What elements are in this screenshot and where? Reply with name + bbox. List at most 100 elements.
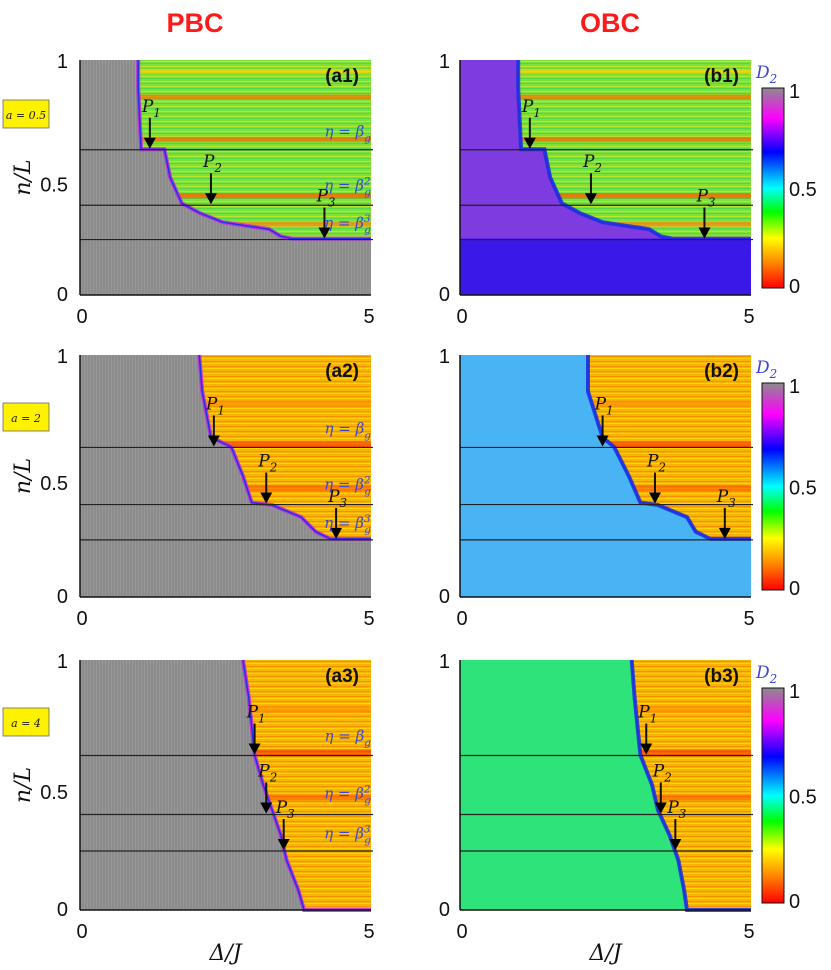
panel-a2: P1 P2 P3 η = βg η = β2 g η = β3 g (a2) 1 0 0.5n/L a … — [2, 346, 375, 630]
eta-label-1: η = βg — [325, 420, 372, 442]
marker-arrow-head — [277, 839, 290, 850]
heatmap-region-low — [460, 355, 751, 597]
marker-label-p2: P2 — [257, 452, 277, 475]
panel-a1: P1 P2 P3 η = βg η = β2 g η = β3 g (a1) 1 0 0.5n/L a … — [2, 51, 375, 328]
xtick-5: 5 — [743, 921, 754, 943]
marker-arrow-head — [248, 743, 261, 755]
marker-arrow-head — [584, 193, 597, 205]
row-badge-label: a = 0.5 — [6, 109, 46, 122]
xtick-5: 5 — [743, 608, 754, 630]
marker-arrow-head — [318, 227, 331, 239]
colorbar-tick-0: 0 — [789, 276, 800, 298]
marker-arrow-head — [698, 227, 711, 239]
marker-label-p3: P3 — [666, 798, 686, 821]
marker-label-p3: P3 — [275, 798, 295, 821]
ytick-0: 0 — [57, 586, 68, 608]
heatmap-streak — [80, 193, 371, 199]
xtick-5: 5 — [363, 306, 374, 328]
marker-label-p3: P3 — [327, 487, 347, 510]
heatmap-streak — [460, 94, 751, 100]
marker-label-p3: P3 — [315, 187, 335, 210]
ytick-half: 0.5 — [40, 473, 68, 495]
marker-label-p1: P1 — [521, 97, 541, 120]
x-axis-label: Δ/J — [588, 941, 622, 966]
xtick-0: 0 — [76, 921, 87, 943]
xtick-0: 0 — [456, 608, 467, 630]
colorbar-label: D2 — [755, 63, 777, 86]
eta-label-2: η = β2 g — [324, 176, 371, 199]
colorbar-tick-half: 0.5 — [789, 179, 817, 201]
heatmap-streak — [460, 68, 751, 74]
marker-arrow-head — [654, 802, 667, 814]
marker-arrow-head — [260, 492, 273, 504]
heatmap-streak — [80, 136, 371, 142]
colorbar-tick-half: 0.5 — [789, 787, 817, 809]
heatmap-region-bottom — [460, 238, 751, 295]
heatmap-streak — [80, 68, 371, 74]
marker-label-p2: P2 — [202, 152, 222, 175]
xtick-0: 0 — [76, 306, 87, 328]
xtick-0: 0 — [76, 608, 87, 630]
colorbar-tick-1: 1 — [789, 376, 800, 398]
marker-arrow-head — [260, 802, 273, 814]
panel-label-a3: (a3) — [325, 666, 359, 687]
marker-arrow-head — [204, 193, 217, 205]
marker-arrow-head — [143, 137, 156, 149]
row-badge — [2, 99, 50, 129]
eta-label-2: η = β2 g — [324, 474, 371, 497]
row-badge — [2, 707, 50, 737]
colorbar-tick-0: 0 — [789, 891, 800, 913]
colorbar — [761, 382, 785, 591]
marker-label-p2: P2 — [257, 762, 277, 785]
marker-label-p1: P1 — [246, 703, 266, 726]
ytick-1: 1 — [439, 51, 450, 73]
ytick-0: 0 — [439, 586, 450, 608]
ytick-0: 0 — [439, 284, 450, 306]
phase-boundary-edge — [517, 60, 751, 240]
row-badge-label: a = 2 — [11, 412, 41, 425]
ytick-1: 1 — [439, 346, 450, 368]
eta-label-2: η = β2 g — [324, 784, 371, 807]
eta-label-3: η = β3 g — [324, 213, 371, 236]
marker-label-p2: P2 — [652, 762, 672, 785]
x-axis-label: Δ/J — [208, 941, 242, 966]
marker-label-p2: P2 — [582, 152, 602, 175]
column-title-obc: OBC — [580, 8, 640, 38]
heatmap-streak — [460, 136, 751, 142]
ytick-half: 0.5 — [40, 175, 68, 197]
phase-boundary-edge — [242, 659, 371, 911]
heatmap-region-low — [80, 355, 371, 597]
xtick-0: 0 — [456, 921, 467, 943]
ytick-1: 1 — [439, 651, 450, 673]
panel-label-a1: (a1) — [325, 66, 359, 87]
colorbar-label: D2 — [755, 358, 777, 381]
heatmap-region-low — [80, 660, 371, 910]
marker-label-p3: P3 — [716, 487, 736, 510]
ytick-0: 0 — [57, 284, 68, 306]
ytick-1: 1 — [57, 651, 68, 673]
heatmap-streak — [80, 400, 371, 407]
eta-label-1: η = βg — [325, 727, 372, 749]
marker-arrow-head — [718, 527, 731, 539]
colorbar-tick-1: 1 — [789, 681, 800, 703]
panel-label-b1: (b1) — [704, 66, 739, 87]
marker-label-p1: P1 — [141, 97, 161, 120]
panel-a3: P1 P2 P3 η = βg η = β2 g η = β3 g (a3) 1 0 0.5n/L a … — [2, 651, 375, 966]
heatmap-streak — [460, 193, 751, 199]
marker-arrow-head — [596, 435, 609, 447]
xtick-5: 5 — [363, 608, 374, 630]
row-badge — [2, 402, 50, 432]
panel-label-a2: (a2) — [325, 361, 359, 382]
colorbar — [761, 687, 785, 904]
ytick-1: 1 — [57, 346, 68, 368]
phase-boundary-edge — [137, 60, 371, 240]
panel-label-b2: (b2) — [704, 361, 739, 382]
heatmap-streak — [80, 94, 371, 100]
ytick-half: 0.5 — [40, 782, 68, 804]
colorbar-tick-0: 0 — [789, 578, 800, 600]
eta-label-3: η = β3 g — [324, 824, 371, 847]
